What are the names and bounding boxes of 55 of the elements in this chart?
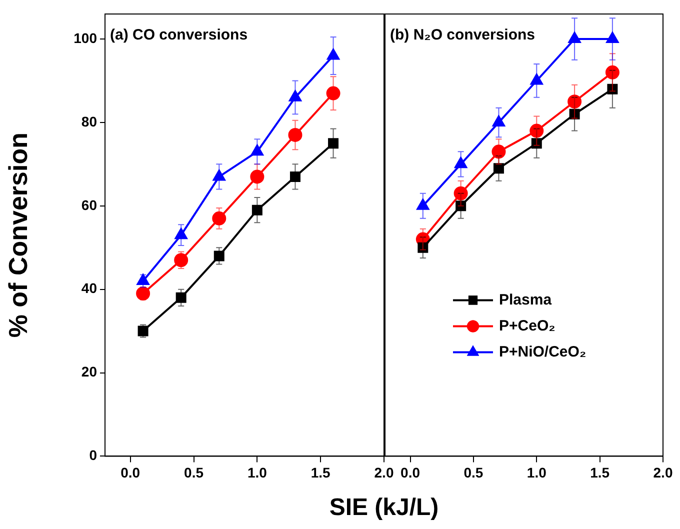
x-tick-label: 2.0 xyxy=(374,464,394,480)
point xyxy=(252,204,262,216)
point xyxy=(531,138,542,149)
point xyxy=(605,65,620,80)
point xyxy=(493,163,504,174)
x-tick-label: 1.5 xyxy=(310,464,331,480)
x-tick-label: 2.0 xyxy=(653,464,673,480)
point xyxy=(569,108,580,120)
point xyxy=(136,286,150,301)
point xyxy=(492,144,506,159)
y-tick-label: 0 xyxy=(89,447,98,464)
point xyxy=(454,157,468,168)
point xyxy=(250,170,264,184)
x-tick-label: 1.5 xyxy=(590,464,610,480)
text: (b) N₂O conversions xyxy=(390,26,536,44)
y-axis-title: % of Conversion xyxy=(2,132,33,338)
point xyxy=(327,48,340,60)
point xyxy=(530,74,543,85)
point xyxy=(174,228,188,240)
point xyxy=(176,292,186,303)
y-tick-label: 100 xyxy=(74,30,98,46)
point xyxy=(492,115,505,126)
point xyxy=(212,211,226,226)
x-tick-label: 0.5 xyxy=(184,464,204,480)
x-tick-label: 1.0 xyxy=(247,464,268,480)
point xyxy=(328,138,339,149)
y-tick-label: 20 xyxy=(81,364,98,380)
text: (a) CO conversions xyxy=(110,26,248,44)
legend-label: P+CeO₂ xyxy=(499,317,556,334)
x-axis-title: SIE (kJ/L) xyxy=(328,494,440,522)
x-tick-label: 0.5 xyxy=(464,464,484,480)
point xyxy=(568,94,582,109)
x-tick-label: 0.0 xyxy=(400,464,420,480)
point xyxy=(214,250,224,262)
point xyxy=(454,186,468,200)
point xyxy=(290,171,300,182)
y-tick-label: 60 xyxy=(81,196,98,213)
y-tick-label: 80 xyxy=(81,113,98,130)
point xyxy=(607,84,618,94)
x-tick-label: 0.0 xyxy=(120,464,140,480)
point xyxy=(289,90,302,102)
y-tick-label: 40 xyxy=(81,280,98,296)
point xyxy=(250,144,264,156)
x-tick-label: 1.0 xyxy=(526,464,547,480)
point xyxy=(418,242,428,253)
legend-label: Plasma xyxy=(499,291,552,308)
point xyxy=(530,124,544,138)
point xyxy=(174,253,188,268)
legend-label: P+NiO/CeO₂ xyxy=(499,343,586,360)
point xyxy=(456,200,466,212)
point xyxy=(212,170,226,181)
point xyxy=(606,32,619,44)
point xyxy=(288,128,302,142)
point xyxy=(326,86,340,100)
point xyxy=(568,32,581,44)
